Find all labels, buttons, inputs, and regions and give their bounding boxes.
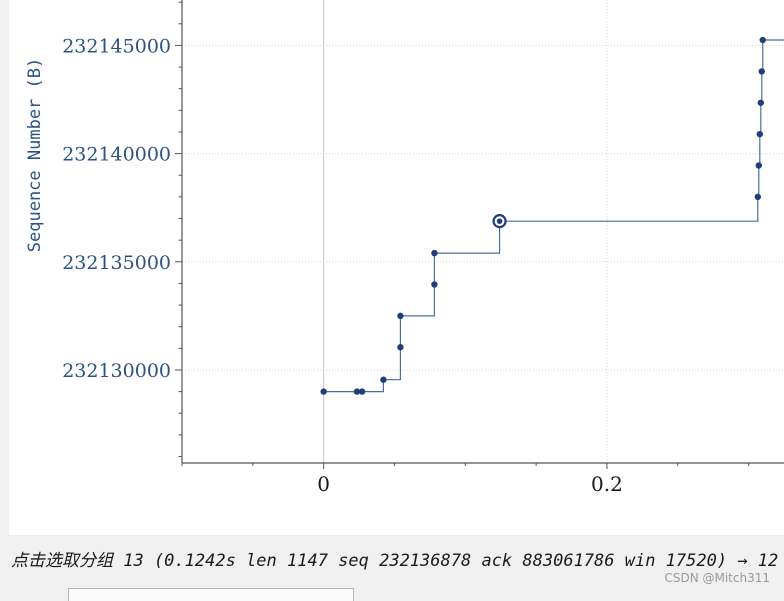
grid-layer [182,0,784,463]
data-point-6[interactable] [431,281,438,288]
y-tick-label-2: 232140000 [62,144,171,166]
line-layer [323,39,784,393]
data-point-2[interactable] [358,388,366,395]
data-point-0[interactable] [320,388,327,395]
axis-layer [175,0,784,469]
data-point-14[interactable] [759,36,766,44]
y-tick-label-1: 232135000 [62,252,171,274]
sequence-chart[interactable]: 232130000 232135000 232140000 232145000 0 0.2… [9,0,784,535]
data-point-11[interactable] [756,130,763,138]
label-layer: 232130000 232135000 232140000 232145000 0 0.2… [25,35,623,496]
data-point-1[interactable] [353,388,361,395]
point-layer[interactable] [320,36,766,395]
plot-panel[interactable]: 232130000 232135000 232140000 232145000 0 0.2… [9,0,784,535]
series-step-line-0 [323,39,784,393]
y-axis-label: Sequence Number (B) [25,58,45,252]
data-point-9[interactable] [754,193,761,201]
y-tick-label-0: 232130000 [62,360,171,382]
data-point-7[interactable] [431,249,438,257]
selected-point-center[interactable] [496,218,503,224]
x-tick-label-1: 0.2 [591,472,623,496]
status-line: 点击选取分组 13 (0.1242s len 1147 seq 23213687… [11,551,779,570]
data-point-4[interactable] [397,344,404,351]
data-point-3[interactable] [380,376,387,383]
bottom-control[interactable] [68,588,354,601]
x-tick-label-0: 0 [317,472,330,496]
data-point-13[interactable] [758,68,765,75]
watermark: CSDN @Mitch311 [664,571,770,585]
data-point-10[interactable] [755,162,762,169]
data-point-5[interactable] [397,312,404,320]
data-point-12[interactable] [757,99,764,106]
y-tick-label-3: 232145000 [62,35,171,57]
